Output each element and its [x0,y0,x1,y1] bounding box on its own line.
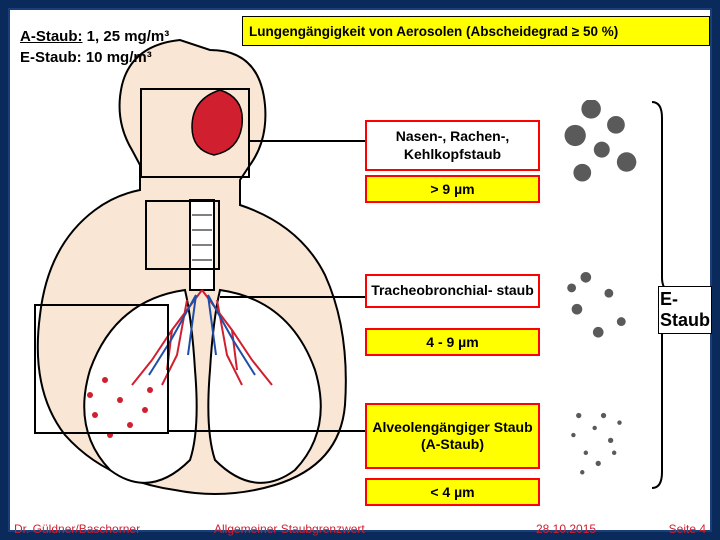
indicator-upper-airway [140,88,250,178]
connector-2 [220,296,365,298]
connector-1 [250,140,365,142]
title-banner: Lungengängigkeit von Aerosolen (Abscheid… [242,16,710,46]
footer-date: 28.10.2015 [536,522,636,536]
connector-3 [169,430,365,432]
e-staub-row: E-Staub: 10 mg/m³ [20,47,169,68]
footer-page: Seite 4 [636,522,706,536]
category-tracheo-label: Tracheobronchial- staub [371,282,534,298]
size-alveolar-value: < 4 µm [430,484,474,500]
slide-panel: A-Staub: 1, 25 mg/m³ E-Staub: 10 mg/m³ L… [8,8,712,532]
size-nasal-value: > 9 µm [430,181,474,197]
footer: Dr. Güldner/Baschorner Allgemeiner Staub… [0,518,720,540]
e-staub-brace-text: E-Staub [660,289,710,330]
size-alveolar: < 4 µm [365,478,540,506]
category-tracheo: Tracheobronchial- staub [365,274,540,308]
limits-box: A-Staub: 1, 25 mg/m³ E-Staub: 10 mg/m³ [20,26,169,68]
title-text: Lungengängigkeit von Aerosolen (Abscheid… [249,24,618,39]
category-nasal: Nasen-, Rachen-, Kehlkopfstaub [365,120,540,171]
e-staub-value: 10 mg/m³ [86,49,152,66]
a-staub-row: A-Staub: 1, 25 mg/m³ [20,26,169,47]
e-staub-brace-label: E-Staub [658,286,712,334]
category-nasal-label: Nasen-, Rachen-, Kehlkopfstaub [396,128,510,162]
size-tracheo: 4 - 9 µm [365,328,540,356]
a-staub-value: 1, 25 mg/m³ [87,28,170,45]
category-alveolar-label: Alveolengängiger Staub (A-Staub) [371,419,534,454]
indicator-alveoli [34,304,169,434]
indicator-trachea [145,200,220,270]
category-alveolar: Alveolengängiger Staub (A-Staub) [365,403,540,469]
e-staub-label: E-Staub: [20,49,82,66]
size-nasal: > 9 µm [365,175,540,203]
footer-author: Dr. Güldner/Baschorner [14,522,214,536]
size-tracheo-value: 4 - 9 µm [426,334,478,350]
footer-mid: Allgemeiner Staubgrenzwert [214,522,536,536]
particle-column [550,100,650,490]
a-staub-label: A-Staub: [20,28,83,45]
